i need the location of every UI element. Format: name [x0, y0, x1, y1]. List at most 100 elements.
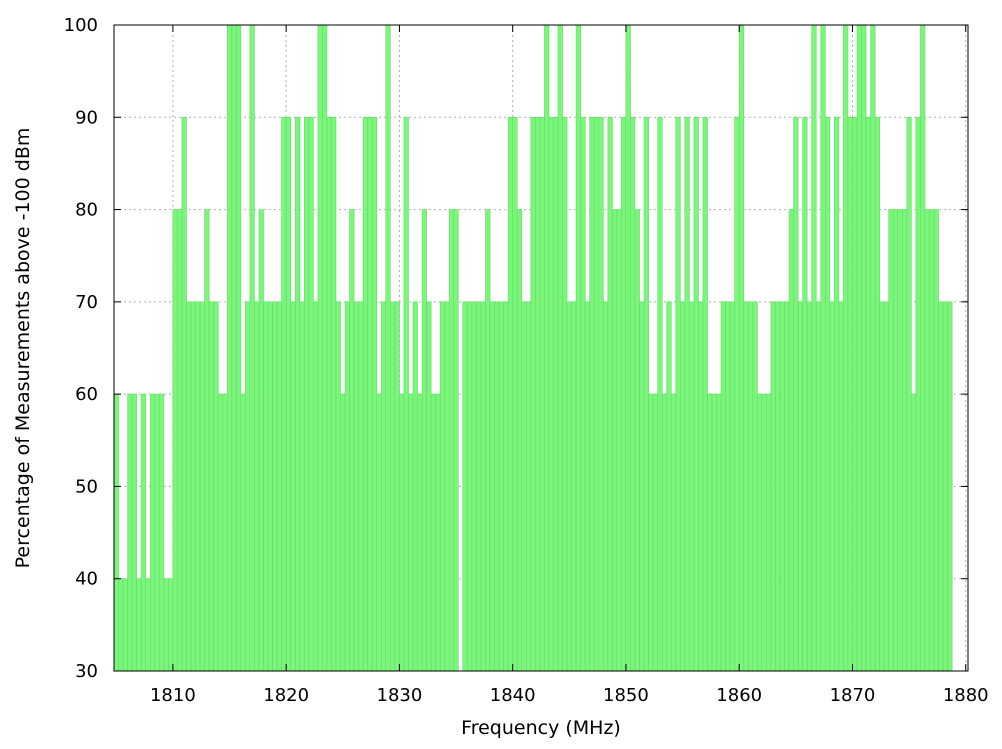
- bar: [630, 116, 636, 672]
- bar: [236, 24, 242, 672]
- bar: [448, 209, 455, 672]
- bar: [856, 24, 862, 672]
- bar: [181, 116, 187, 672]
- bar: [521, 301, 527, 672]
- bar: [276, 301, 282, 672]
- bar: [349, 209, 355, 672]
- bar: [806, 301, 812, 672]
- bar: [906, 116, 912, 672]
- bar: [421, 209, 427, 672]
- bar: [716, 393, 722, 672]
- bar: [380, 301, 387, 672]
- bar: [625, 24, 631, 672]
- bar: [539, 116, 545, 672]
- bar: [480, 301, 486, 672]
- y-tick-label: 30: [75, 661, 98, 682]
- bar: [874, 116, 880, 672]
- bar: [498, 301, 504, 672]
- bar: [929, 209, 935, 672]
- bar: [693, 116, 699, 672]
- bar: [847, 116, 853, 672]
- bar: [353, 301, 359, 672]
- bar: [770, 301, 776, 672]
- bar: [933, 209, 939, 672]
- bar: [335, 301, 341, 672]
- bar: [634, 209, 640, 672]
- bar: [272, 301, 278, 672]
- bar: [394, 301, 400, 672]
- bar: [358, 301, 364, 672]
- bar: [883, 301, 890, 672]
- bar: [190, 301, 196, 672]
- x-tick-label: 1840: [490, 685, 536, 706]
- bar: [892, 209, 899, 672]
- bar: [118, 578, 124, 672]
- bar: [698, 301, 704, 672]
- bar: [412, 301, 418, 672]
- bar: [186, 301, 192, 672]
- bar: [824, 116, 831, 672]
- bar: [870, 24, 876, 672]
- bar: [512, 116, 518, 672]
- bar: [747, 301, 754, 672]
- bar: [779, 301, 785, 672]
- axis-ticks: [114, 24, 968, 672]
- bar: [385, 24, 391, 672]
- bar: [136, 578, 142, 672]
- bar: [122, 578, 128, 672]
- bar: [684, 116, 690, 672]
- bar: [426, 301, 432, 672]
- bar: [616, 209, 622, 672]
- x-tick-label: 1810: [150, 685, 196, 706]
- bar: [340, 393, 346, 672]
- bar: [249, 24, 255, 672]
- bar: [525, 301, 532, 672]
- bar: [761, 393, 767, 672]
- bar: [159, 393, 165, 672]
- y-tick-label: 80: [75, 200, 98, 221]
- bar: [489, 301, 495, 672]
- bar: [553, 116, 559, 672]
- bar: [911, 393, 917, 672]
- bar: [503, 301, 509, 672]
- bar: [399, 393, 405, 672]
- bar: [439, 301, 446, 672]
- bar: [675, 116, 681, 672]
- bar: [920, 24, 926, 672]
- bar: [172, 209, 178, 672]
- bar: [648, 393, 654, 672]
- bar: [408, 393, 414, 672]
- bar: [865, 116, 871, 672]
- bar: [829, 301, 835, 672]
- y-tick-label: 40: [75, 569, 98, 590]
- y-tick-label: 50: [75, 476, 98, 497]
- bar: [467, 301, 473, 672]
- bar: [548, 116, 554, 672]
- bar: [435, 393, 441, 672]
- x-tick-label: 1850: [603, 685, 649, 706]
- bar: [861, 24, 867, 672]
- bar: [322, 24, 328, 672]
- bar: [204, 209, 210, 672]
- bar: [308, 116, 314, 672]
- bar: [707, 393, 713, 672]
- bar: [680, 301, 686, 672]
- bar: [766, 393, 772, 672]
- bar: [729, 301, 735, 672]
- bar: [571, 301, 577, 672]
- bar: [544, 24, 550, 672]
- bar: [897, 209, 903, 672]
- x-tick-label: 1830: [377, 685, 423, 706]
- bar: [834, 116, 840, 672]
- bar: [689, 301, 695, 672]
- bar: [317, 24, 323, 672]
- bar: [240, 393, 246, 672]
- bar: [476, 301, 482, 672]
- bar: [734, 116, 740, 672]
- bar: [775, 301, 781, 672]
- bar: [313, 301, 319, 672]
- bar: [566, 301, 572, 672]
- bar: [852, 116, 858, 672]
- bar: [924, 209, 930, 672]
